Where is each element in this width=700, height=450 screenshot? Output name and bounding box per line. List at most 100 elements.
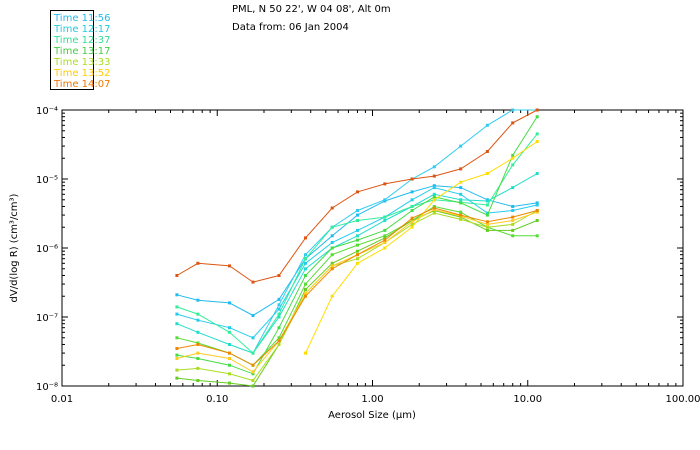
data-point — [175, 322, 179, 326]
data-point — [196, 357, 200, 360]
data-point — [304, 257, 307, 261]
data-point — [356, 234, 359, 238]
data-point — [196, 312, 200, 316]
legend-entry: Time 13:33 — [53, 57, 110, 68]
data-point — [459, 144, 463, 148]
chart-header-date: Data from: 06 Jan 2004 — [232, 22, 349, 33]
data-point — [485, 150, 489, 153]
data-point — [251, 351, 255, 355]
data-point — [432, 211, 436, 215]
data-point — [459, 213, 463, 217]
data-point — [410, 225, 414, 229]
data-point — [383, 198, 387, 202]
data-point — [175, 347, 179, 350]
data-point — [432, 174, 436, 178]
data-point — [410, 177, 414, 181]
data-point — [228, 264, 231, 268]
data-point — [432, 195, 436, 199]
data-point — [304, 261, 307, 265]
data-point — [228, 326, 231, 330]
data-point — [228, 301, 231, 305]
data-point — [535, 115, 539, 119]
series-2 — [175, 186, 539, 340]
data-point — [304, 288, 307, 291]
y-axis-label: dV/d(log R) (cm³/cm³) — [9, 193, 20, 302]
y-tick-label: 10⁻⁶ — [36, 244, 58, 255]
data-point — [356, 261, 359, 265]
data-point — [535, 210, 539, 214]
data-point — [251, 314, 255, 317]
data-point — [535, 219, 539, 222]
data-point — [511, 153, 515, 157]
chart-header-location: PML, N 50 22', W 04 08', Alt 0m — [232, 4, 391, 15]
data-point — [485, 220, 489, 224]
data-point — [251, 336, 255, 340]
data-point — [330, 225, 334, 229]
data-point — [432, 206, 436, 210]
data-point — [304, 291, 307, 295]
data-point — [251, 372, 255, 376]
data-point — [485, 203, 489, 207]
data-point — [383, 182, 387, 186]
data-point — [410, 220, 414, 224]
data-point — [356, 190, 359, 194]
y-tick-label: 10⁻⁷ — [36, 313, 58, 324]
data-point — [383, 246, 387, 250]
data-point — [330, 261, 334, 265]
data-point — [432, 186, 436, 190]
data-point — [410, 198, 414, 202]
data-point — [175, 353, 179, 357]
data-point — [459, 186, 463, 190]
data-point — [356, 253, 359, 257]
data-point — [511, 205, 515, 208]
data-point — [535, 132, 539, 136]
data-point — [410, 205, 414, 208]
x-tick-label: 0.01 — [51, 394, 73, 405]
data-point — [383, 236, 387, 240]
data-point — [251, 280, 255, 284]
data-point — [356, 228, 359, 232]
x-tick-label: 100.00 — [666, 394, 700, 405]
tick-labels: 0.01 0.10 1.00 10.00 100.00 10⁻⁸ 10⁻⁷ 10⁻⁶ 10⁻⁵ 1… — [36, 106, 700, 405]
legend-entry: Time 11:56 — [53, 13, 110, 24]
series-12 — [175, 206, 539, 367]
data-point — [356, 249, 359, 253]
legend-entry: Time 14:07 — [53, 79, 110, 90]
data-point — [485, 172, 489, 175]
data-point — [535, 209, 539, 212]
data-point — [535, 172, 539, 175]
data-point — [511, 163, 515, 167]
data-point — [228, 363, 231, 367]
data-point — [485, 228, 489, 232]
data-point — [228, 343, 231, 346]
data-point — [304, 267, 307, 271]
data-point — [410, 222, 414, 226]
data-point — [535, 234, 539, 238]
data-point — [330, 253, 334, 257]
data-point — [356, 209, 359, 212]
data-point — [356, 238, 359, 242]
x-tick-label: 0.10 — [206, 394, 228, 405]
data-point — [410, 209, 414, 212]
data-point — [432, 184, 436, 188]
data-point — [511, 186, 515, 190]
data-point — [485, 199, 489, 203]
data-point — [511, 215, 515, 219]
data-point — [196, 261, 200, 265]
series-13 — [175, 108, 539, 284]
data-point — [277, 312, 281, 316]
data-point — [432, 192, 436, 196]
data-point — [277, 315, 281, 319]
series-line — [252, 109, 538, 354]
data-point — [485, 225, 489, 229]
data-point — [196, 343, 200, 346]
data-point — [511, 108, 515, 112]
legend-entry: Time 12:17 — [53, 24, 110, 35]
series-6 — [175, 115, 539, 376]
data-point — [304, 351, 307, 355]
series-8 — [175, 209, 539, 388]
legend-entry: Time 13:17 — [53, 46, 110, 57]
data-point — [485, 211, 489, 215]
data-point — [485, 123, 489, 127]
